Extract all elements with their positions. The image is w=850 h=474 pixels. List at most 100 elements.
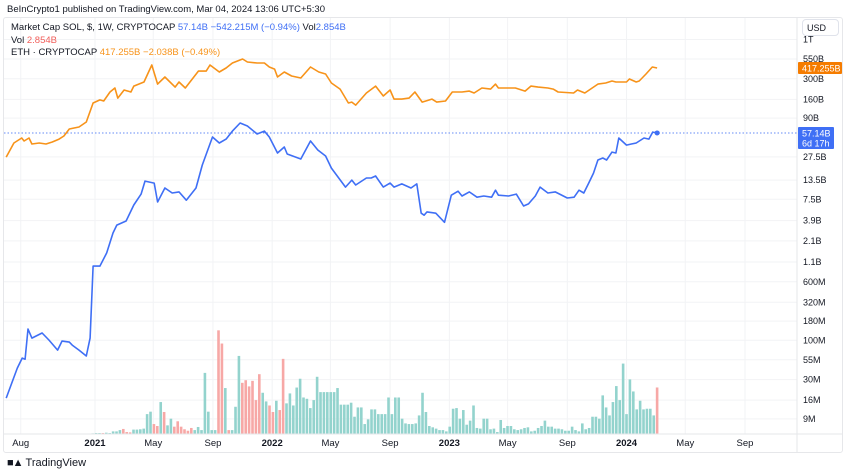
volume-bar [598,418,601,434]
volume-bar [482,418,486,434]
legend-volume[interactable]: Vol 2.854B [11,35,57,46]
volume-bar [492,428,496,434]
volume-bar [247,386,251,434]
volume-bar [278,410,282,434]
currency-button[interactable]: USD [802,19,839,36]
volume-bar [591,416,594,434]
volume-bar [434,428,438,434]
compare-value: 417.255B [99,47,141,58]
main-vol-label: Vol [302,22,316,33]
volume-bar [489,429,492,434]
volume-bar [186,430,190,434]
series-lines [4,58,797,399]
volume-bar [349,402,353,434]
volume-bar [421,392,424,434]
volume-bar [577,431,581,434]
chart-frame [3,17,843,453]
volume-bar [594,416,598,434]
volume-bar [173,426,176,434]
legend-compare[interactable]: ETH · CRYPTOCAP 417.255B −2.038B (−0.49%… [11,47,220,58]
volume-bar [343,404,346,434]
volume-bar [414,423,418,434]
volume-bar [251,380,254,434]
volume-bar [193,430,197,434]
volume-bar [553,428,557,434]
y-tick-label: 16M [803,395,821,405]
volume-bar [298,378,302,434]
volume-bar [115,431,118,434]
volume-bar [472,405,475,434]
volume-bar [176,421,180,434]
volume-bar [615,386,618,434]
volume-bar [271,411,275,434]
y-tick-label: 160B [803,94,824,104]
volume-bar [329,392,333,434]
x-tick-label: Sep [737,438,754,449]
main-vol-value: 2.854B [315,22,346,33]
volume-bar [625,414,628,434]
volume-bar [462,410,465,434]
volume-bar [224,388,227,434]
volume-bar [448,426,452,434]
volume-bar [183,429,186,434]
volume-bar [411,424,414,434]
volume-bar [445,431,448,434]
eth-price-label: 417.255B [802,64,841,74]
volume-bar [366,419,370,434]
volume-bar [530,431,533,434]
volume-bar [397,397,401,434]
volume-bar [285,403,288,434]
volume-bar [152,424,156,434]
volume-bar [526,427,530,434]
y-tick-label: 550B [803,54,824,64]
brand-name: TradingView [25,457,87,469]
volume-bar [540,426,543,434]
tradingview-logo[interactable]: ■▲ TradingView [7,457,86,469]
volume-bar [326,392,329,434]
volume-bar [581,423,584,434]
volume-bar [632,391,635,434]
volume-bar [309,408,312,434]
volume-bar [370,409,373,434]
legend-main[interactable]: Market Cap SOL, $, 1W, CRYPTOCAP 57.14B … [11,22,346,33]
volume-bar [268,405,271,434]
y-tick-label: 1T [803,34,814,44]
volume-bar [611,402,615,434]
volume-bar [424,411,428,434]
volume-bar [587,427,591,434]
volume-bar [258,374,261,434]
volume-bar [608,415,611,434]
volume-bar [295,387,299,434]
volume-bar [125,432,129,434]
volume-bar [339,404,343,434]
volume-bar [162,411,166,434]
volume-bar [111,431,115,434]
x-tick-label: May [321,438,339,449]
x-tick-label: May [676,438,694,449]
volume-bar [550,426,554,434]
main-value: 57.14B [177,22,208,33]
volume-bar [642,409,645,434]
volume-bar [281,358,285,434]
volume-bar [417,415,421,434]
volume-bar [458,418,462,434]
volume-bar [455,408,458,434]
volume-bar [451,408,455,434]
volume-bar [190,427,193,434]
volume-bar [604,407,608,434]
volume-bar [431,427,435,434]
volume-histogram [91,330,659,434]
y-tick-label: 7.5B [803,194,822,204]
volume-bar [584,429,588,434]
volume-bar [241,382,244,434]
volume-bar [207,411,210,434]
volume-bar [547,426,550,434]
y-tick-label: 9M [803,414,816,424]
volume-bar [523,427,526,434]
volume-bar [601,395,605,434]
volume-bar [560,429,564,434]
volume-bar [346,404,350,434]
volume-bar [485,418,489,434]
volume-bar [312,400,316,434]
